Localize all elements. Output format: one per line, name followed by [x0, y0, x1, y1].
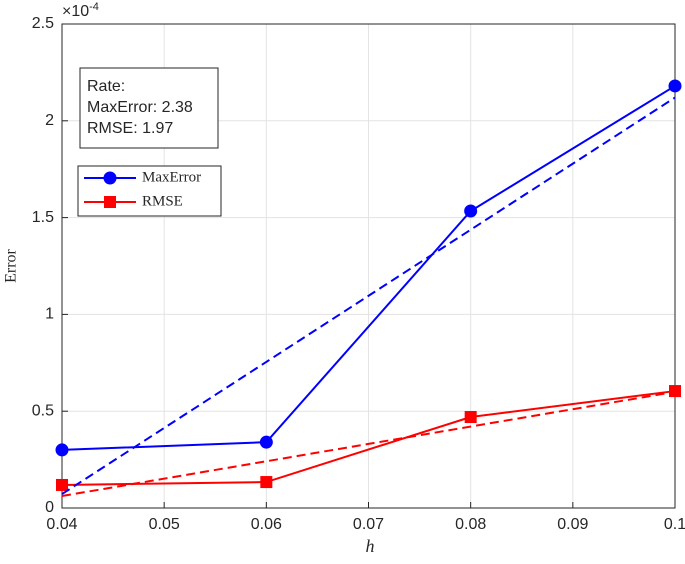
marker	[259, 435, 273, 449]
y-tick-label: 0.5	[32, 402, 54, 419]
exponent-power: -4	[89, 1, 99, 13]
marker	[668, 79, 682, 93]
x-tick-label: 0.05	[149, 516, 180, 533]
marker	[55, 443, 69, 457]
marker	[260, 476, 273, 489]
marker	[104, 196, 116, 208]
marker	[669, 385, 681, 398]
legend-label: RMSE	[142, 193, 183, 209]
data-line	[61, 390, 676, 486]
legend-box	[77, 165, 222, 217]
data-line	[61, 96, 676, 495]
x-tick-label: 0.06	[251, 516, 282, 533]
data-line	[61, 390, 676, 497]
annotation-text: MaxError: 2.38	[87, 99, 193, 116]
marker	[103, 171, 117, 185]
annotation-text: Rate:	[87, 78, 125, 95]
annotation-box	[79, 67, 219, 149]
y-tick-label: 2	[45, 112, 54, 129]
data-line	[61, 85, 676, 451]
annotation: Rate: MaxError: 2.38 RMSE: 1.97	[79, 67, 219, 149]
y-tick-label: 1.5	[32, 209, 54, 226]
marker	[464, 204, 478, 218]
axes-box	[61, 23, 676, 509]
x-tick-label: 0.04	[46, 516, 77, 533]
legend: MaxError RMSE	[77, 165, 222, 217]
marker	[464, 411, 477, 424]
x-tick-label: 0.1	[664, 516, 685, 533]
y-tick-label: 0	[45, 499, 54, 516]
x-tick-label: 0.09	[557, 516, 588, 533]
y-tick-label: 1	[45, 306, 54, 323]
y-exponent: ×10-4	[62, 1, 99, 20]
x-axis-label: h	[366, 536, 375, 556]
legend-label: MaxError	[142, 169, 201, 185]
y-axis-label: Error	[3, 248, 20, 282]
x-tick-label: 0.08	[455, 516, 486, 533]
y-tick-label: 2.5	[32, 15, 54, 32]
exponent-base: ×10	[62, 3, 89, 20]
annotation-text: RMSE: 1.97	[87, 120, 173, 137]
x-tick-label: 0.07	[353, 516, 384, 533]
marker	[56, 478, 68, 491]
